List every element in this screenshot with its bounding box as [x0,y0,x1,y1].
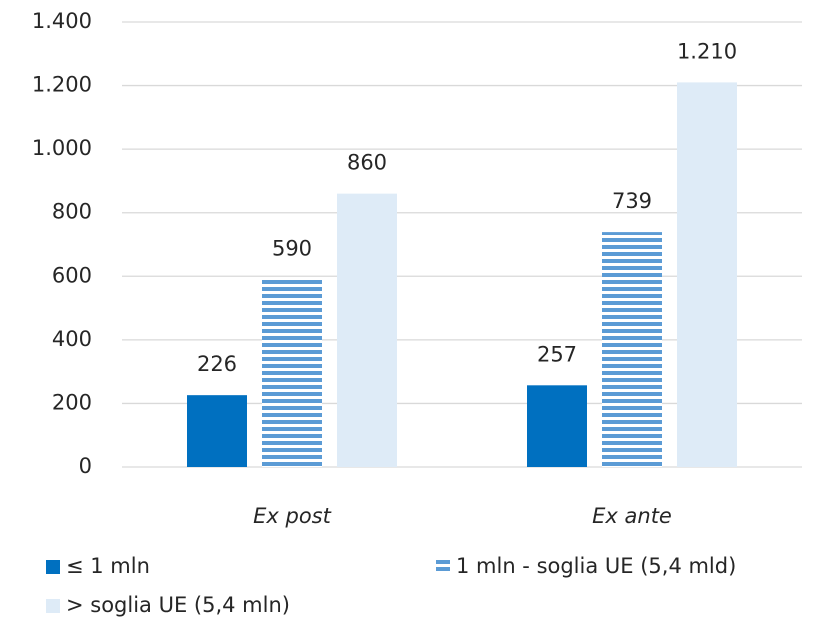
bar [262,279,322,467]
data-label: 739 [612,189,652,213]
data-label: 226 [197,352,237,376]
legend-label: ≤ 1 mln [66,554,150,578]
bar [602,232,662,467]
x-tick-label: Ex post [253,504,331,528]
bar [337,193,397,467]
y-tick-label: 600 [52,263,92,287]
y-tick-label: 800 [52,200,92,224]
y-tick-label: 1.400 [32,9,92,33]
bar [677,82,737,468]
y-tick-label: 0 [79,454,92,478]
y-tick-label: 1.200 [32,73,92,97]
legend-label: > soglia UE (5,4 mln) [66,593,290,617]
y-tick-label: 200 [52,390,92,414]
data-label: 1.210 [677,39,737,63]
data-label: 257 [537,342,577,366]
y-tick-label: 1.000 [32,136,92,160]
data-label: 590 [272,236,312,260]
data-label: 860 [347,151,387,175]
legend-label: 1 mln - soglia UE (5,4 mld) [456,554,736,578]
legend-swatch [436,560,450,574]
bar [527,385,587,467]
x-tick-label: Ex ante [592,504,672,528]
y-tick-label: 400 [52,327,92,351]
bar [187,395,247,467]
legend-swatch [46,599,60,613]
legend-swatch [46,560,60,574]
